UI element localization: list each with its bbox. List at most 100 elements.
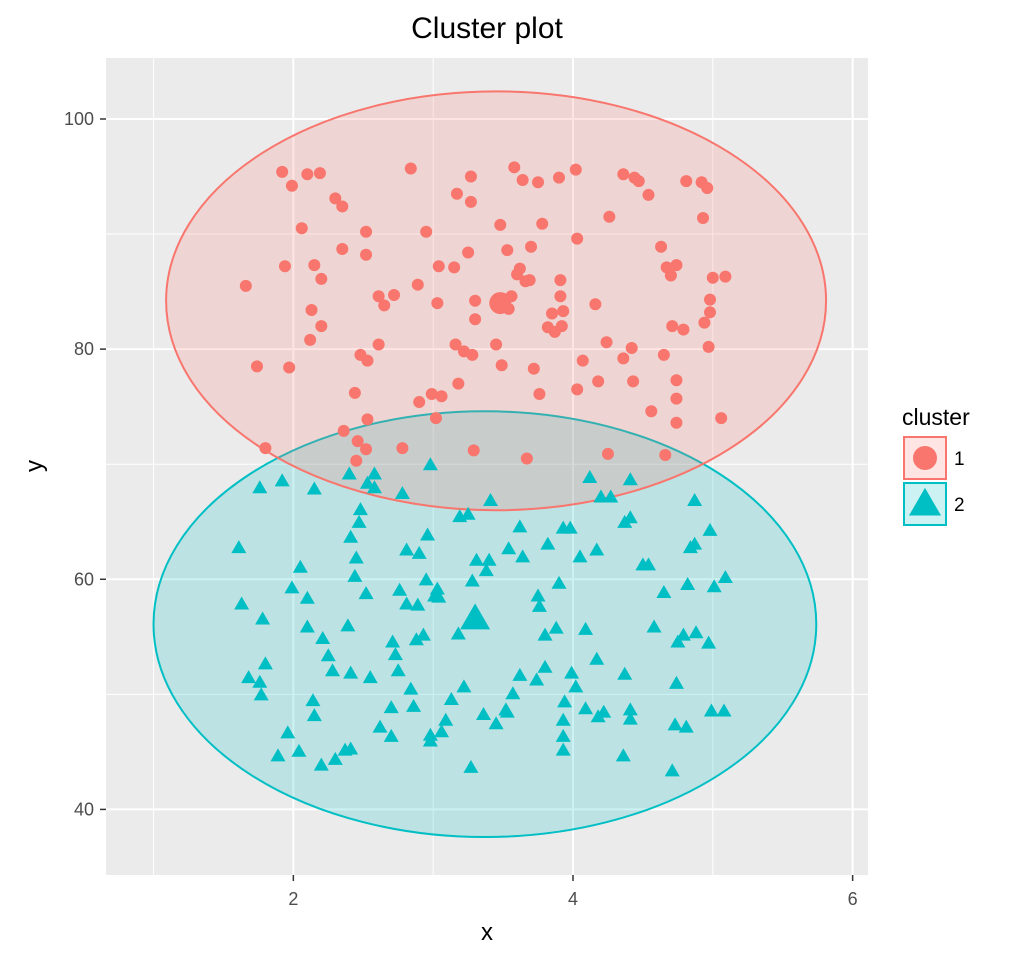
cluster-1-point: [589, 298, 602, 311]
legend-title: cluster: [902, 404, 970, 430]
cluster-1-point: [516, 173, 529, 186]
cluster-2-point: [340, 618, 356, 632]
cluster-2-point: [343, 529, 359, 543]
cluster-1-point: [569, 163, 582, 176]
cluster-2-point: [284, 580, 300, 594]
cluster-2-point: [703, 703, 719, 717]
cluster-2-point: [668, 675, 684, 689]
cluster-1-point: [361, 413, 374, 426]
cluster-2-point: [292, 559, 308, 573]
cluster-1-point: [698, 316, 711, 329]
cluster-1-point: [285, 179, 298, 192]
cluster-1-point: [411, 278, 424, 291]
y-tick-label: 80: [74, 339, 94, 359]
cluster-2-point: [680, 576, 696, 590]
cluster-1-point: [435, 390, 448, 403]
cluster-2-point: [615, 748, 631, 762]
cluster-1-point: [645, 405, 658, 418]
cluster-1-point: [329, 192, 342, 205]
x-tick-label: 6: [848, 889, 858, 909]
cluster-2-point: [555, 728, 571, 742]
cluster-1-point: [571, 232, 584, 245]
cluster-2-point: [383, 728, 399, 742]
cluster-1-point: [664, 269, 677, 282]
cluster-1-point: [592, 375, 605, 388]
cluster-2-point: [306, 708, 322, 722]
cluster-1-point: [388, 289, 401, 302]
cluster-1-point: [704, 306, 717, 319]
cluster-1-point: [336, 200, 349, 213]
x-tick-label: 2: [288, 889, 298, 909]
cluster-1-point: [361, 354, 374, 367]
cluster-1-point: [378, 299, 391, 312]
cluster-2-point: [548, 620, 564, 634]
cluster-1-point: [670, 392, 683, 405]
axis-ticks: 2 4 6 40 60 80 100: [64, 109, 858, 909]
cluster-2-point: [551, 575, 567, 589]
cluster-1-point: [452, 377, 465, 390]
cluster-2-point: [568, 679, 584, 693]
cluster-2-point: [670, 634, 686, 648]
cluster-2-point: [325, 663, 341, 677]
cluster-1-point: [520, 452, 533, 465]
cluster-1-point: [603, 210, 616, 223]
cluster-2-point: [702, 522, 718, 536]
cluster-2-point: [675, 627, 691, 641]
cluster-2-point: [530, 588, 546, 602]
cluster-2-point: [555, 712, 571, 726]
cluster-2-point: [438, 712, 454, 726]
cluster-1-point: [283, 361, 296, 374]
cluster-1-point: [617, 352, 630, 365]
cluster-1-point: [259, 442, 272, 455]
cluster-2-point: [589, 651, 605, 665]
cluster-2-point: [482, 492, 498, 506]
cluster-2-point: [572, 549, 588, 563]
cluster-2-point: [540, 536, 556, 550]
cluster-2-point: [387, 647, 403, 661]
cluster-1-point: [576, 354, 589, 367]
cluster-2-point: [656, 585, 672, 599]
cluster-1-point: [308, 259, 321, 272]
cluster-1-point: [469, 313, 482, 326]
cluster-2-point: [392, 582, 408, 596]
cluster-1-point: [527, 362, 540, 375]
cluster-2-point: [348, 550, 364, 564]
cluster-1-point: [601, 447, 614, 460]
cluster-1-point: [554, 290, 567, 303]
cluster-1-point: [670, 416, 683, 429]
cluster-1-point: [657, 348, 670, 361]
cluster-1-point: [655, 240, 668, 253]
cluster-1-point: [348, 386, 361, 399]
cluster-2-point: [394, 486, 410, 500]
cluster-1-point: [239, 279, 252, 292]
cluster-2-point: [537, 659, 553, 673]
cluster-2-point: [422, 457, 438, 471]
legend-label-2: 2: [954, 495, 965, 516]
cluster-2-point: [411, 545, 427, 559]
cluster-1-centroid: [489, 292, 512, 315]
cluster-2-point: [299, 619, 315, 633]
cluster-2-point: [555, 742, 571, 756]
cluster-2-point: [578, 701, 594, 715]
cluster-2-point: [351, 514, 367, 528]
cluster-1-point: [420, 225, 433, 238]
cluster-2-point: [512, 667, 528, 681]
cluster-1-point: [360, 443, 373, 456]
cluster-1-point: [462, 246, 475, 259]
cluster-2-point: [280, 725, 296, 739]
cluster-2-point: [234, 596, 250, 610]
cluster-2-point: [299, 590, 315, 604]
cluster-1-point: [396, 442, 409, 455]
cluster-2-point: [664, 763, 680, 777]
cluster-1-point: [404, 162, 417, 175]
legend-label-1: 1: [954, 449, 965, 470]
cluster-2-point: [257, 656, 273, 670]
cluster-2-point: [476, 706, 492, 720]
cluster-2-point: [313, 757, 329, 771]
cluster-1-point: [431, 297, 444, 310]
cluster-1-point: [469, 294, 482, 307]
cluster-2-point: [687, 536, 703, 550]
cluster-2-point: [501, 541, 517, 555]
x-axis-title: x: [481, 919, 493, 946]
